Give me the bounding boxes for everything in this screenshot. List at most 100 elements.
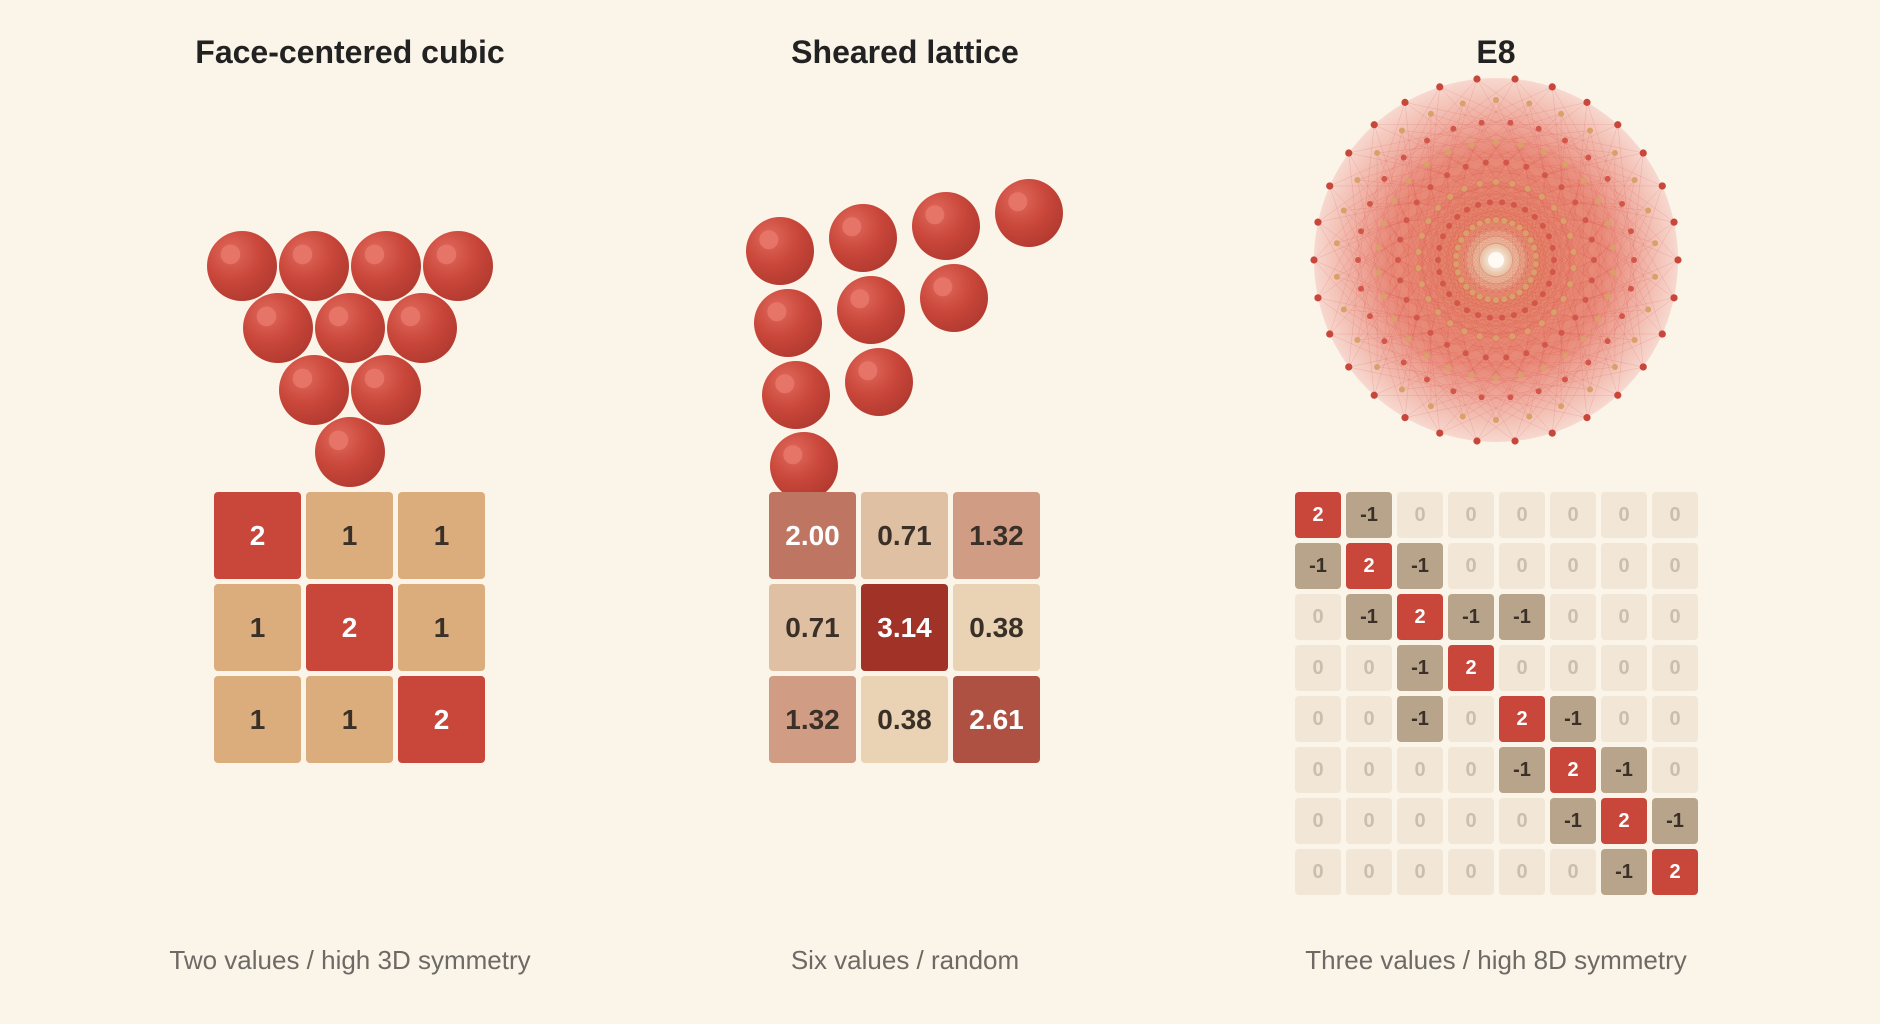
e8-edge: [1456, 220, 1488, 265]
e8-edge: [1489, 202, 1544, 295]
e8-edge: [1529, 130, 1591, 417]
e8-edge: [1430, 113, 1635, 181]
e8-edge: [1426, 164, 1584, 182]
e8-edge: [1439, 333, 1663, 434]
e8-edge: [1317, 297, 1516, 442]
e8-edge: [1472, 227, 1526, 234]
e8-edge: [1393, 152, 1545, 202]
e8-edge: [1466, 204, 1479, 311]
e8-vertex: [1631, 257, 1637, 263]
e8-edge: [1383, 296, 1599, 320]
e8-vertex: [1560, 296, 1567, 302]
e8-edge: [1479, 220, 1564, 337]
e8-vertex: [1473, 437, 1481, 445]
e8-edge: [1448, 216, 1458, 295]
e8-vertex: [1476, 180, 1483, 187]
e8-vertex: [1551, 257, 1557, 263]
e8-edge: [1520, 164, 1566, 376]
e8-edge: [1408, 164, 1566, 182]
e8-edge: [1476, 152, 1644, 442]
e8-vertex: [1550, 309, 1557, 316]
e8-vertex: [1610, 244, 1617, 251]
e8-vertex: [1595, 198, 1602, 204]
e8-edge: [1384, 140, 1566, 180]
e8-edge: [1437, 259, 1491, 318]
e8-edge: [1524, 209, 1550, 284]
e8-vertex: [1440, 280, 1447, 287]
e8-edge: [1442, 204, 1515, 284]
matrix-cell: 0: [1295, 696, 1341, 742]
e8-vertex: [1614, 121, 1622, 129]
e8-edge: [1466, 219, 1497, 287]
matrix-cell: -1: [1550, 696, 1596, 742]
e8-edge: [1453, 128, 1623, 205]
panel-caption: Two values / high 3D symmetry: [169, 945, 531, 975]
e8-edge: [1501, 202, 1555, 261]
matrix-cell: 0: [1499, 849, 1545, 895]
e8-edge: [1442, 209, 1468, 284]
e8-edge: [1421, 188, 1528, 285]
matrix-cell: 2.00: [769, 492, 856, 579]
e8-edge: [1466, 209, 1479, 316]
e8-vertex: [1493, 97, 1499, 103]
e8-edge: [1437, 216, 1535, 261]
sphere: [279, 355, 349, 425]
e8-edge: [1384, 178, 1404, 363]
e8-vertex: [1587, 386, 1594, 393]
e8-edge: [1538, 128, 1566, 380]
e8-edge: [1317, 221, 1588, 418]
e8-edge: [1416, 317, 1546, 346]
e8-vertex: [1423, 352, 1430, 359]
e8-edge: [1461, 223, 1513, 241]
sphere: [315, 417, 385, 487]
e8-edge: [1442, 236, 1468, 311]
sphere-highlight: [328, 430, 349, 451]
e8-edge: [1487, 220, 1531, 281]
e8-edge: [1449, 209, 1526, 227]
e8-edge: [1439, 86, 1663, 335]
e8-vertex: [1595, 316, 1602, 322]
e8-edge: [1343, 113, 1432, 310]
matrix-cell: 1.32: [953, 492, 1040, 579]
e8-edge: [1343, 210, 1562, 407]
e8-edge: [1369, 203, 1428, 380]
e8-vertex: [1482, 354, 1489, 361]
matrix-cell: -1: [1397, 543, 1443, 589]
e8-vertex: [1582, 217, 1589, 224]
e8-edge: [1457, 272, 1505, 300]
e8-vertex: [1524, 185, 1531, 192]
matrix-cell: 2: [1499, 696, 1545, 742]
e8-vertex: [1588, 277, 1595, 284]
e8-edge: [1313, 259, 1618, 396]
e8-vertex: [1503, 354, 1510, 361]
matrix-cell: -1: [1295, 543, 1341, 589]
e8-vertex: [1532, 252, 1539, 259]
e8-vertex: [1405, 178, 1412, 185]
e8-edge: [1336, 276, 1615, 368]
e8-edge: [1457, 259, 1555, 304]
e8-edge: [1336, 152, 1615, 244]
e8-edge: [1369, 203, 1539, 392]
e8-vertex: [1535, 125, 1542, 132]
e8-edge: [1453, 203, 1623, 392]
e8-vertex: [1436, 269, 1443, 276]
e8-edge: [1399, 239, 1466, 354]
e8-edge: [1426, 340, 1608, 380]
e8-edge: [1336, 103, 1463, 277]
e8-edge: [1376, 152, 1497, 421]
matrix-cell: 0: [1499, 492, 1545, 538]
e8-vertex: [1619, 313, 1626, 320]
e8-edge: [1378, 144, 1472, 273]
matrix-cell: 2.61: [953, 676, 1040, 763]
e8-edge: [1384, 178, 1632, 232]
e8-edge: [1461, 239, 1473, 293]
e8-edge: [1403, 157, 1635, 261]
e8-vertex: [1639, 149, 1647, 157]
matrix-cell: 0: [1499, 543, 1545, 589]
e8-edge: [1466, 227, 1520, 234]
e8-edge: [1426, 164, 1472, 376]
e8-vertex: [1501, 296, 1508, 303]
e8-edge: [1461, 272, 1535, 281]
e8-edge: [1485, 162, 1592, 240]
e8-edge: [1437, 207, 1497, 339]
